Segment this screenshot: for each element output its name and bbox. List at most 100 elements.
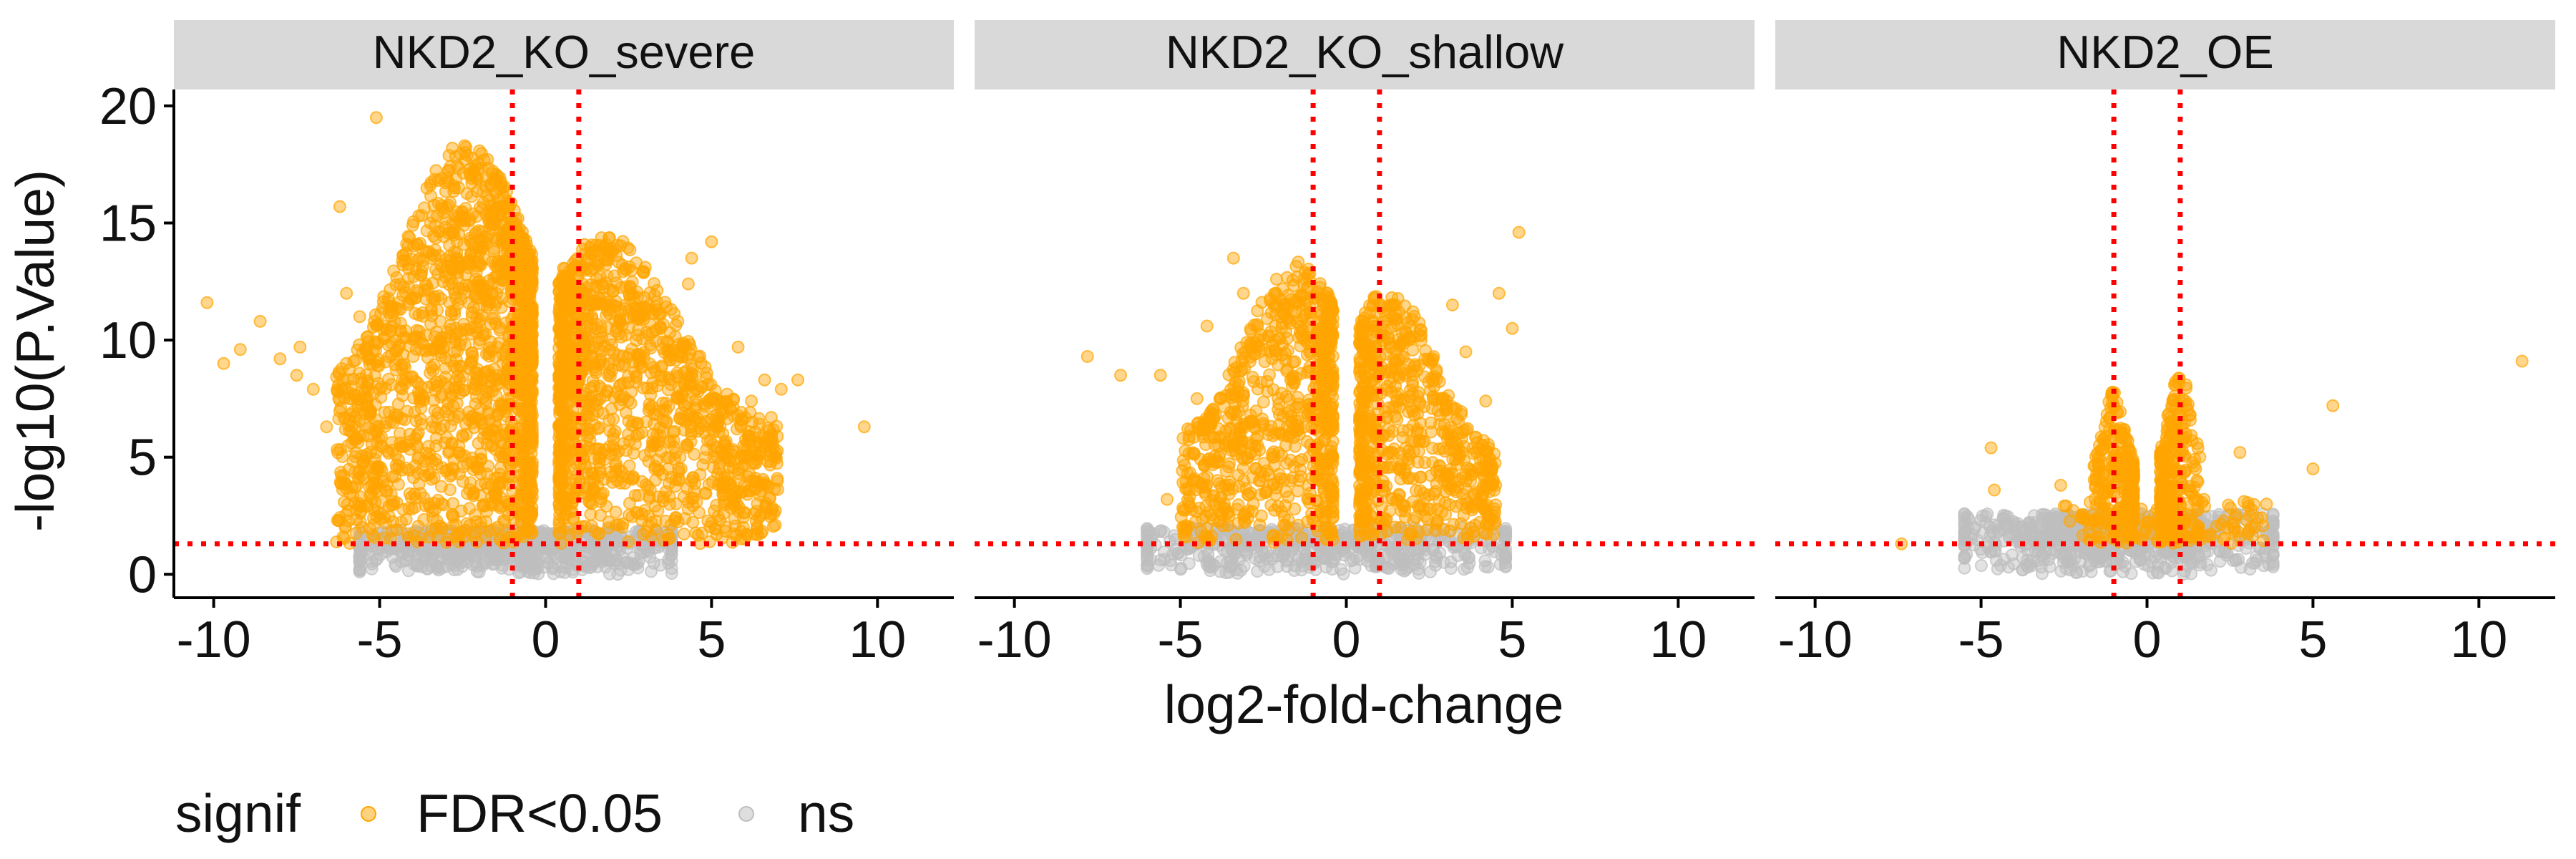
- signif-point: [423, 447, 436, 461]
- signif-point: [642, 519, 655, 532]
- signif-point: [458, 449, 472, 462]
- y-tick-label: 15: [99, 195, 157, 252]
- signif-point: [352, 467, 366, 480]
- signif-point: [414, 268, 428, 282]
- ns-point: [1165, 558, 1178, 572]
- signif-point: [437, 498, 450, 512]
- signif-point: [553, 380, 567, 394]
- signif-point: [1208, 438, 1221, 452]
- y-tick-label: 10: [99, 312, 157, 369]
- signif-point: [1184, 423, 1197, 437]
- signif-point: [371, 460, 384, 473]
- signif-point: [673, 450, 687, 464]
- signif-point: [700, 371, 713, 384]
- signif-point: [590, 398, 603, 412]
- signif-point: [366, 511, 380, 525]
- signif-point: [1265, 352, 1279, 366]
- signif-point: [522, 504, 535, 518]
- ns-point: [547, 567, 560, 581]
- signif-point: [585, 466, 598, 480]
- facet-title: NKD2_KO_severe: [373, 26, 756, 78]
- signif-point: [416, 337, 430, 351]
- ns-point: [575, 555, 589, 568]
- ns-point: [1291, 553, 1304, 567]
- signif-point: [732, 467, 746, 480]
- ns-point: [640, 544, 653, 558]
- signif-point: [506, 337, 519, 351]
- signif-point: [626, 470, 640, 483]
- ns-point: [525, 553, 539, 566]
- signif-point: [1182, 447, 1196, 460]
- signif-point: [382, 499, 396, 513]
- signif-point: [392, 302, 405, 316]
- ns-point: [1271, 560, 1284, 573]
- signif-point: [589, 254, 602, 268]
- signif-point: [449, 374, 463, 387]
- signif-point: [456, 429, 469, 442]
- signif-point: [668, 307, 681, 321]
- signif-point: [419, 499, 432, 513]
- signif-point: [652, 463, 665, 477]
- signif-point: [745, 394, 758, 408]
- signif-point: [594, 382, 608, 395]
- signif-point: [1261, 384, 1274, 398]
- signif-point: [640, 382, 654, 395]
- signif-point: [394, 324, 408, 338]
- signif-point: [334, 465, 348, 479]
- signif-point: [493, 467, 507, 481]
- signif-point: [612, 462, 625, 476]
- signif-point: [675, 413, 689, 426]
- signif-point: [525, 459, 539, 472]
- signif-point: [701, 514, 715, 528]
- signif-point: [492, 193, 505, 206]
- ns-point: [1499, 560, 1513, 573]
- signif-point: [1292, 256, 1305, 268]
- signif-point: [466, 416, 479, 430]
- signif-point: [333, 404, 346, 418]
- signif-point: [523, 489, 537, 503]
- ns-point: [441, 547, 455, 560]
- signif-point: [580, 281, 593, 294]
- signif-point: [525, 305, 539, 318]
- signif-point: [399, 246, 413, 260]
- signif-point: [686, 471, 700, 485]
- signif-point: [347, 355, 361, 368]
- signif-point: [678, 399, 691, 412]
- signif-point: [345, 425, 358, 439]
- signif-point: [615, 520, 629, 534]
- ns-point: [395, 547, 409, 560]
- signif-point: [595, 492, 608, 505]
- signif-point: [409, 306, 422, 320]
- signif-point: [351, 436, 365, 449]
- signif-point: [452, 530, 465, 543]
- signif-point: [718, 395, 732, 409]
- signif-point: [1244, 408, 1257, 422]
- ns-point: [1337, 567, 1350, 581]
- signif-point: [469, 460, 483, 474]
- signif-point: [660, 334, 674, 348]
- signif-point: [200, 296, 214, 309]
- signif-point: [389, 278, 403, 291]
- signif-point: [756, 525, 769, 538]
- signif-point: [1268, 503, 1282, 517]
- signif-point: [448, 181, 462, 195]
- signif-point: [663, 435, 677, 448]
- signif-point: [360, 331, 374, 344]
- signif-point: [349, 526, 363, 540]
- signif-point: [405, 503, 419, 516]
- x-tick-label: 5: [697, 611, 726, 669]
- signif-point: [469, 397, 482, 411]
- signif-point: [364, 404, 377, 417]
- signif-point: [233, 343, 247, 356]
- signif-point: [659, 397, 673, 410]
- signif-point: [444, 419, 457, 432]
- signif-point: [1213, 392, 1226, 406]
- signif-point: [431, 209, 444, 223]
- signif-point: [333, 200, 346, 213]
- ns-point: [1412, 566, 1425, 580]
- signif-point: [697, 397, 711, 411]
- signif-point: [401, 530, 415, 544]
- signif-point: [662, 477, 675, 490]
- signif-point: [678, 512, 691, 525]
- signif-point: [447, 246, 461, 259]
